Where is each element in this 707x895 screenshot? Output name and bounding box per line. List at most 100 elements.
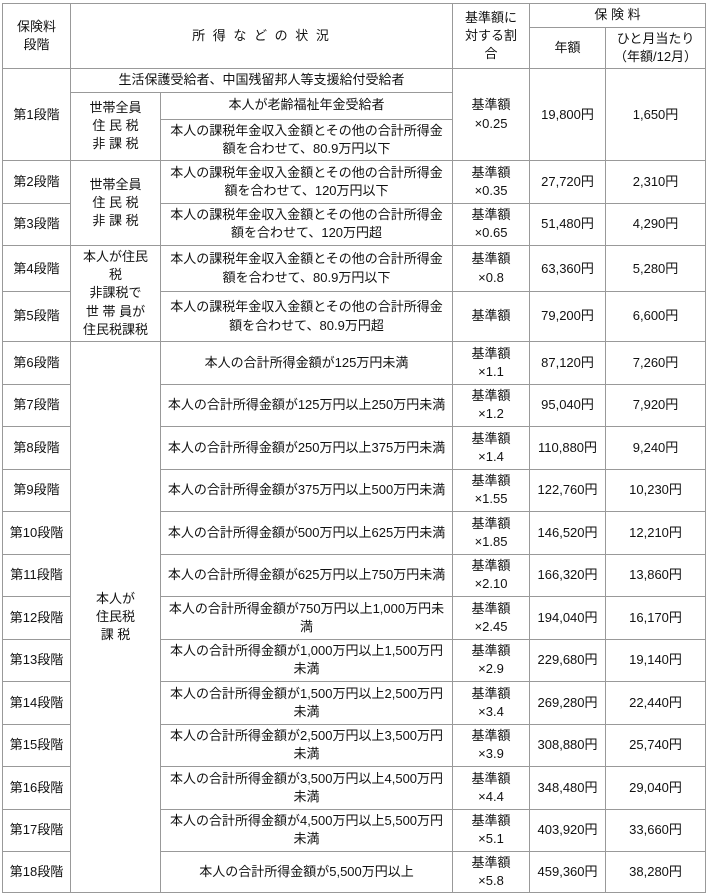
table-row-stage16: 第16段階 本人の合計所得金額が3,500万円以上4,500万円未満 基準額 ×… bbox=[2, 765, 707, 810]
table-row-stage17: 第17段階 本人の合計所得金額が4,500万円以上5,500万円未満 基準額 ×… bbox=[2, 808, 707, 852]
table-row-stage1: 第1段階 生活保護受給者、中国残留邦人等支援給付受給者 基準額 ×0.25 19… bbox=[2, 68, 707, 161]
income-desc-cell: 本人の合計所得金額が2,500万円以上3,500万円未満 bbox=[159, 723, 454, 767]
monthly-amount-cell: 7,260円 bbox=[605, 340, 707, 385]
ratio-cell: 基準額 ×5.8 bbox=[452, 850, 531, 894]
stage-cell: 第9段階 bbox=[2, 468, 71, 512]
table-row-stage14: 第14段階 本人の合計所得金額が1,500万円以上2,500万円未満 基準額 ×… bbox=[2, 680, 707, 725]
income-desc-cell: 本人の合計所得金額が125万円以上250万円未満 bbox=[159, 383, 454, 427]
monthly-amount-cell: 1,650円 bbox=[605, 68, 707, 161]
income-desc-cell: 本人の合計所得金額が1,000万円以上1,500万円未満 bbox=[159, 638, 454, 682]
stage-cell: 第8段階 bbox=[2, 425, 71, 470]
stage-cell: 第15段階 bbox=[2, 723, 71, 767]
annual-amount-cell: 194,040円 bbox=[529, 595, 607, 640]
ratio-cell: 基準額 ×1.1 bbox=[452, 340, 531, 385]
table-row-stage3: 第3段階 本人の課税年金収入金額とその他の合計所得金額を合わせて、120万円超 … bbox=[2, 202, 707, 246]
income-desc-cell: 本人の課税年金収入金額とその他の合計所得金額を合わせて、80.9万円超 bbox=[159, 291, 454, 342]
ratio-cell: 基準額 ×0.8 bbox=[452, 244, 531, 293]
ratio-cell: 基準額 ×2.9 bbox=[452, 638, 531, 682]
stage-cell: 第12段階 bbox=[2, 595, 71, 640]
table-row-stage13: 第13段階 本人の合計所得金額が1,000万円以上1,500万円未満 基準額 ×… bbox=[2, 638, 707, 682]
header-stage: 保険料 段階 bbox=[2, 2, 71, 70]
income-desc-cell: 本人の合計所得金額が750万円以上1,000万円未満 bbox=[159, 595, 454, 640]
group-cell-self-taxed: 本人が 住民税 課 税 bbox=[70, 340, 161, 894]
stage-cell: 第4段階 bbox=[2, 244, 71, 293]
monthly-amount-cell: 9,240円 bbox=[605, 425, 707, 470]
ratio-cell: 基準額 ×1.85 bbox=[452, 510, 531, 555]
annual-amount-cell: 229,680円 bbox=[529, 638, 607, 682]
monthly-amount-cell: 19,140円 bbox=[605, 638, 707, 682]
monthly-amount-cell: 22,440円 bbox=[605, 680, 707, 725]
group-cell-household-tax-exempt: 世帯全員 住 民 税 非 課 税 bbox=[70, 91, 161, 161]
ratio-cell: 基準額 ×1.55 bbox=[452, 468, 531, 512]
stage-cell: 第2段階 bbox=[2, 159, 71, 204]
monthly-amount-cell: 2,310円 bbox=[605, 159, 707, 204]
annual-amount-cell: 348,480円 bbox=[529, 765, 607, 810]
ratio-cell: 基準額 ×5.1 bbox=[452, 808, 531, 852]
monthly-amount-cell: 29,040円 bbox=[605, 765, 707, 810]
ratio-cell: 基準額 bbox=[452, 291, 531, 342]
income-desc-cell: 本人の合計所得金額が500万円以上625万円未満 bbox=[159, 510, 454, 555]
stage-cell: 第17段階 bbox=[2, 808, 71, 852]
annual-amount-cell: 27,720円 bbox=[529, 159, 607, 204]
income-desc-cell: 本人の課税年金収入金額とその他の合計所得金額を合わせて、120万円超 bbox=[159, 202, 454, 246]
annual-amount-cell: 51,480円 bbox=[529, 202, 607, 246]
annual-amount-cell: 459,360円 bbox=[529, 850, 607, 894]
income-desc-cell: 本人の合計所得金額が3,500万円以上4,500万円未満 bbox=[159, 765, 454, 810]
stage-cell: 第7段階 bbox=[2, 383, 71, 427]
ratio-cell: 基準額 ×2.10 bbox=[452, 553, 531, 597]
group-cell-household-tax-exempt: 世帯全員 住 民 税 非 課 税 bbox=[70, 159, 161, 246]
income-desc-cell-welfare: 生活保護受給者、中国残留邦人等支援給付受給者 bbox=[69, 68, 454, 93]
annual-amount-cell: 95,040円 bbox=[529, 383, 607, 427]
stage-cell: 第18段階 bbox=[2, 850, 71, 894]
stage-cell: 第13段階 bbox=[2, 638, 71, 682]
annual-amount-cell: 308,880円 bbox=[529, 723, 607, 767]
income-desc-cell: 本人の合計所得金額が4,500万円以上5,500万円未満 bbox=[159, 808, 454, 852]
income-desc-cell: 本人の課税年金収入金額とその他の合計所得金額を合わせて、120万円以下 bbox=[159, 159, 454, 204]
header-row-sub: 年額 ひと月当たり （年額/12月） bbox=[3, 26, 707, 70]
annual-amount-cell: 63,360円 bbox=[529, 244, 607, 293]
income-desc-cell: 本人の合計所得金額が375万円以上500万円未満 bbox=[159, 468, 454, 512]
ratio-cell: 基準額 ×1.4 bbox=[452, 425, 531, 470]
monthly-amount-cell: 10,230円 bbox=[605, 468, 707, 512]
income-desc-cell: 本人の合計所得金額が1,500万円以上2,500万円未満 bbox=[159, 680, 454, 725]
stage-cell: 第5段階 bbox=[2, 291, 71, 342]
header-premium: 保 険 料 bbox=[529, 3, 707, 28]
annual-amount-cell: 110,880円 bbox=[529, 425, 607, 470]
income-desc-cell: 本人の課税年金収入金額とその他の合計所得金額を合わせて、80.9万円以下 bbox=[159, 244, 454, 293]
monthly-amount-cell: 13,860円 bbox=[605, 553, 707, 597]
monthly-amount-cell: 4,290円 bbox=[605, 202, 707, 246]
ratio-cell: 基準額 ×0.25 bbox=[452, 68, 531, 161]
ratio-cell: 基準額 ×3.9 bbox=[452, 723, 531, 767]
monthly-amount-cell: 16,170円 bbox=[605, 595, 707, 640]
annual-amount-cell: 269,280円 bbox=[529, 680, 607, 725]
table-row-stage10: 第10段階 本人の合計所得金額が500万円以上625万円未満 基準額 ×1.85… bbox=[2, 510, 707, 555]
stage-cell: 第1段階 bbox=[2, 68, 71, 161]
income-desc-cell: 本人の課税年金収入金額とその他の合計所得金額を合わせて、80.9万円以下 bbox=[159, 118, 454, 161]
income-desc-cell: 本人が老齢福祉年金受給者 bbox=[159, 91, 454, 120]
table-row-stage15: 第15段階 本人の合計所得金額が2,500万円以上3,500万円未満 基準額 ×… bbox=[2, 723, 707, 767]
group-cell-self-exempt-household-taxed: 本人が住民 税 非課税で 世 帯 員が 住民税課税 bbox=[70, 244, 161, 342]
stage-cell: 第14段階 bbox=[2, 680, 71, 725]
monthly-amount-cell: 33,660円 bbox=[605, 808, 707, 852]
ratio-cell: 基準額 ×4.4 bbox=[452, 765, 531, 810]
ratio-cell: 基準額 ×1.2 bbox=[452, 383, 531, 427]
table-row-stage6: 第6段階 本人が 住民税 課 税 本人の合計所得金額が125万円未満 基準額 ×… bbox=[2, 340, 707, 894]
stage-cell: 第3段階 bbox=[2, 202, 71, 246]
income-desc-cell: 本人の合計所得金額が125万円未満 bbox=[159, 340, 454, 385]
income-desc-cell: 本人の合計所得金額が5,500万円以上 bbox=[159, 850, 454, 894]
ratio-cell: 基準額 ×2.45 bbox=[452, 595, 531, 640]
annual-amount-cell: 79,200円 bbox=[529, 291, 607, 342]
income-desc-cell: 本人の合計所得金額が250万円以上375万円未満 bbox=[159, 425, 454, 470]
ratio-cell: 基準額 ×3.4 bbox=[452, 680, 531, 725]
table-row-stage9: 第9段階 本人の合計所得金額が375万円以上500万円未満 基準額 ×1.55 … bbox=[2, 468, 707, 512]
monthly-amount-cell: 5,280円 bbox=[605, 244, 707, 293]
stage-cell: 第11段階 bbox=[2, 553, 71, 597]
table-row-stage1-income: 本人の課税年金収入金額とその他の合計所得金額を合わせて、80.9万円以下 bbox=[3, 118, 706, 161]
header-monthly-amount: ひと月当たり （年額/12月） bbox=[605, 26, 707, 70]
stage-cell: 第10段階 bbox=[2, 510, 71, 555]
header-annual-amount: 年額 bbox=[529, 26, 607, 70]
monthly-amount-cell: 38,280円 bbox=[605, 850, 707, 894]
header-income-status: 所 得 な ど の 状 況 bbox=[69, 2, 454, 70]
stage-cell: 第6段階 bbox=[2, 340, 71, 385]
